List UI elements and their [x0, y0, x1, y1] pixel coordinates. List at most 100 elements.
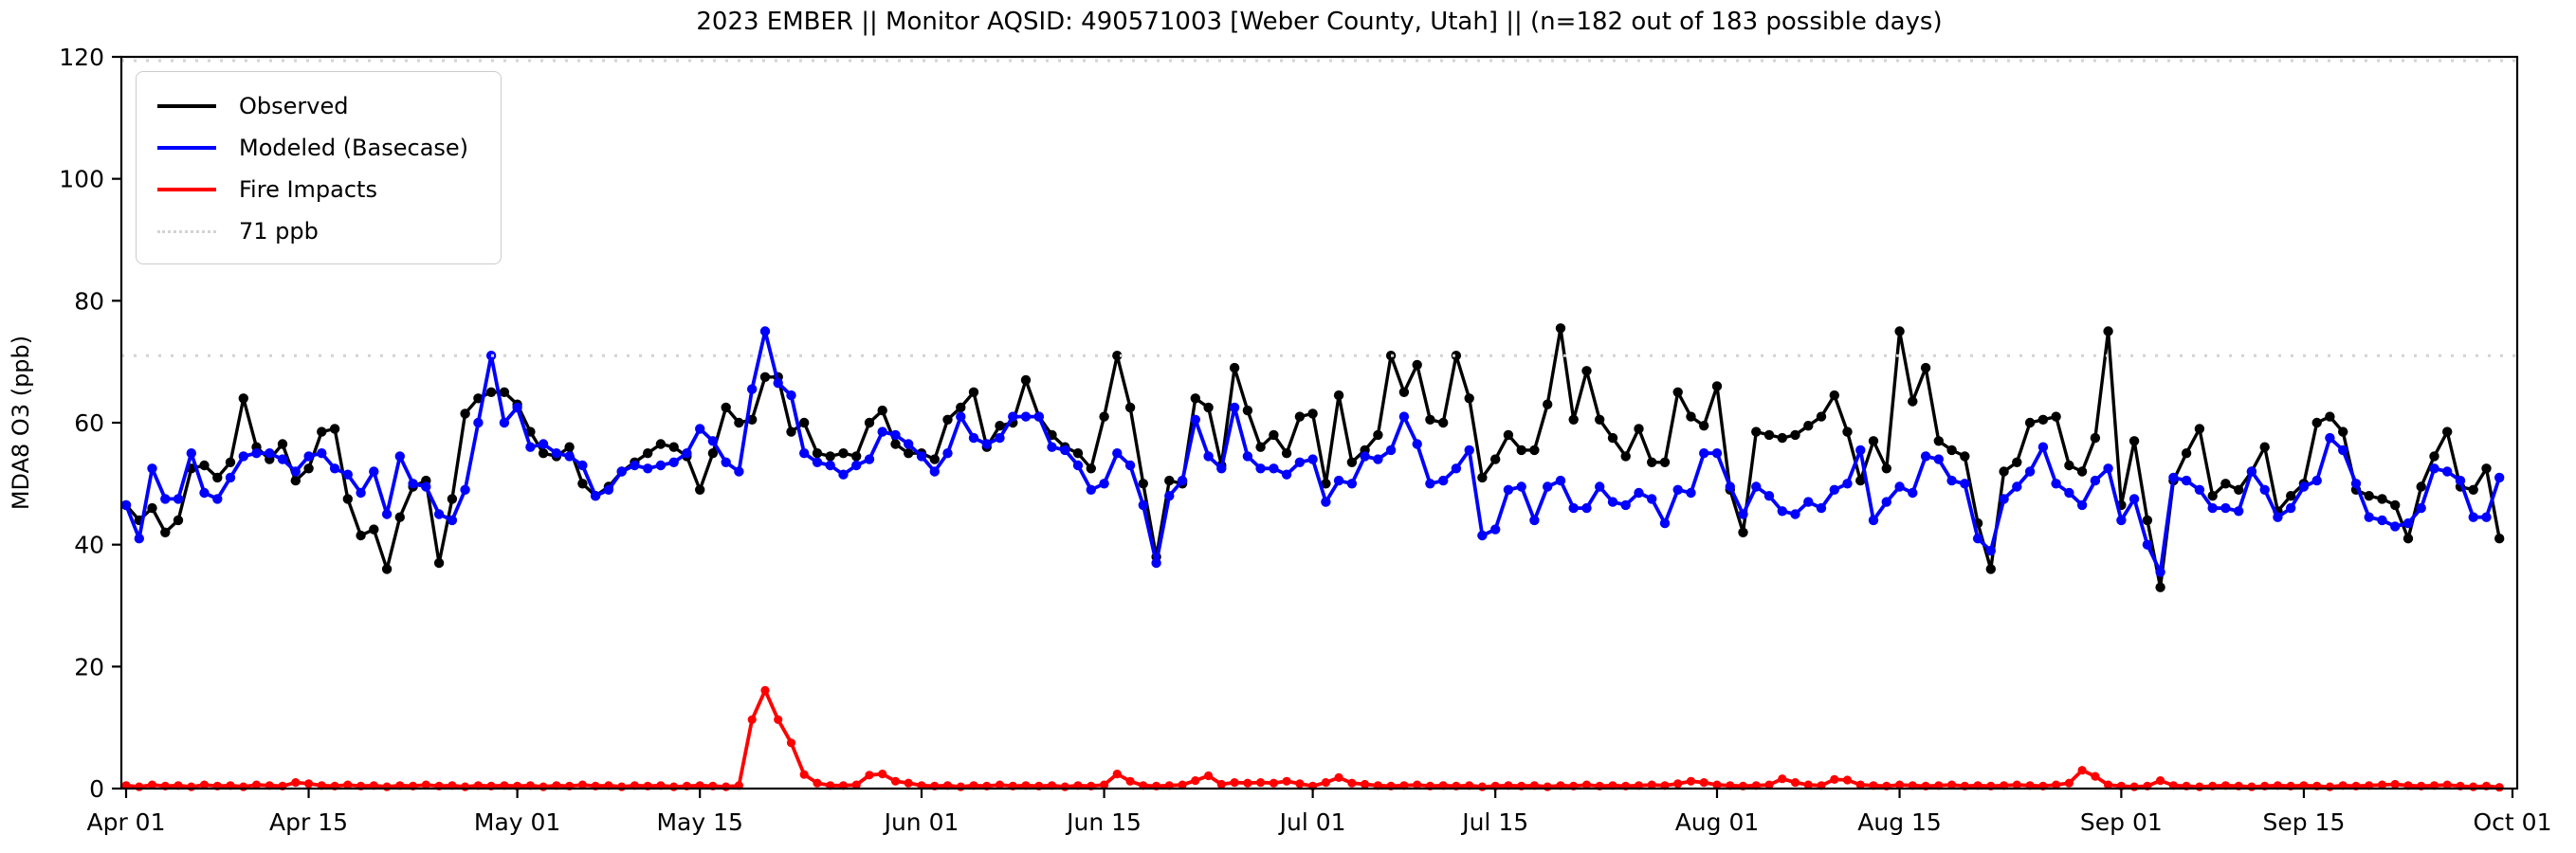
observed-point — [890, 439, 901, 449]
observed-point — [212, 472, 223, 483]
observed-point — [2181, 448, 2192, 459]
legend-row-threshold: 71 ppb — [137, 210, 501, 252]
observed-point — [1138, 479, 1149, 489]
x-tick-label: Oct 01 — [2474, 808, 2552, 836]
modeled-point — [238, 451, 248, 462]
fire-point — [1230, 778, 1239, 788]
observed-point — [394, 512, 405, 522]
modeled-point — [759, 326, 771, 336]
fire-point — [956, 782, 965, 791]
modeled-point — [1881, 497, 1892, 507]
fire-point — [1895, 780, 1905, 789]
observed-point — [1543, 399, 1553, 409]
modeled-point — [1607, 497, 1618, 507]
modeled-point — [1412, 439, 1422, 449]
observed-line-sample — [157, 104, 216, 108]
modeled-line-sample — [157, 146, 216, 150]
modeled-point — [1269, 463, 1279, 474]
fire-point — [1361, 779, 1370, 789]
modeled-point — [695, 424, 705, 434]
modeled-point — [2037, 442, 2049, 452]
fire-point — [2064, 778, 2074, 788]
modeled-point — [303, 451, 314, 462]
modeled-point — [942, 448, 953, 459]
modeled-point — [1203, 451, 1214, 462]
observed-point — [1672, 387, 1683, 397]
modeled-point — [186, 448, 196, 459]
modeled-point — [564, 451, 575, 462]
modeled-point — [394, 451, 405, 462]
observed-point — [877, 405, 887, 416]
fire-point — [304, 779, 314, 789]
modeled-point — [890, 429, 901, 441]
modeled-point — [682, 448, 692, 459]
observed-point — [1686, 411, 1696, 422]
modeled-point — [2246, 466, 2257, 477]
modeled-point — [212, 494, 223, 504]
fire-point — [1947, 780, 1957, 789]
modeled-point — [356, 487, 366, 499]
observed-point — [2259, 442, 2270, 452]
fire-point — [291, 778, 301, 788]
modeled-point — [2012, 481, 2022, 492]
modeled-point — [1190, 414, 1201, 425]
observed-point — [1999, 466, 2009, 477]
modeled-point — [1072, 460, 1084, 471]
observed-point — [1164, 475, 1175, 486]
modeled-point — [1777, 506, 1788, 517]
fire-point — [2390, 779, 2400, 789]
modeled-point — [147, 463, 157, 474]
modeled-point — [1946, 475, 1957, 486]
fire-point — [1100, 780, 1109, 789]
fire-point — [2091, 771, 2100, 781]
observed-point — [1763, 429, 1775, 441]
modeled-point — [499, 417, 510, 428]
modeled-point — [655, 460, 667, 471]
observed-point — [1425, 414, 1435, 425]
modeled-point — [1985, 545, 1996, 556]
fire-point — [1191, 776, 1200, 786]
modeled-point — [1933, 454, 1944, 464]
modeled-point — [1894, 481, 1905, 492]
modeled-point — [1060, 445, 1070, 456]
modeled-point — [2051, 479, 2061, 489]
observed-point — [2286, 491, 2296, 501]
modeled-point — [2090, 475, 2101, 486]
observed-point — [759, 372, 771, 382]
modeled-point — [1464, 445, 1474, 456]
observed-point — [1620, 451, 1631, 462]
observed-point — [2142, 515, 2153, 526]
modeled-point — [904, 439, 914, 449]
modeled-point — [1581, 502, 1592, 514]
fire-point — [343, 780, 353, 789]
observed-point — [1333, 390, 1344, 401]
observed-point — [1451, 351, 1462, 361]
modeled-point — [2350, 479, 2362, 489]
fire-point — [2377, 780, 2387, 789]
observed-point — [329, 424, 340, 434]
observed-point — [721, 402, 731, 413]
observed-point — [929, 454, 940, 464]
y-tick-label: 80 — [74, 287, 104, 315]
fire-point — [774, 715, 783, 724]
observed-point — [1555, 323, 1566, 334]
modeled-point — [1138, 499, 1149, 511]
modeled-point — [1086, 484, 1097, 495]
modeled-point — [2298, 481, 2310, 492]
fire-point — [2104, 780, 2113, 789]
y-tick-label: 0 — [89, 775, 104, 803]
observed-point — [173, 515, 184, 526]
modeled-point — [1373, 454, 1383, 464]
modeled-point — [381, 509, 393, 519]
modeled-point — [1829, 484, 1840, 495]
observed-point — [1529, 445, 1540, 456]
modeled-point — [1763, 491, 1775, 501]
observed-point — [668, 442, 679, 452]
modeled-point — [342, 469, 353, 480]
observed-point — [1960, 451, 1970, 462]
observed-point — [2194, 424, 2205, 434]
observed-point — [225, 457, 236, 467]
modeled-point — [265, 448, 275, 459]
observed-point — [825, 451, 835, 462]
fire-point — [251, 780, 262, 789]
